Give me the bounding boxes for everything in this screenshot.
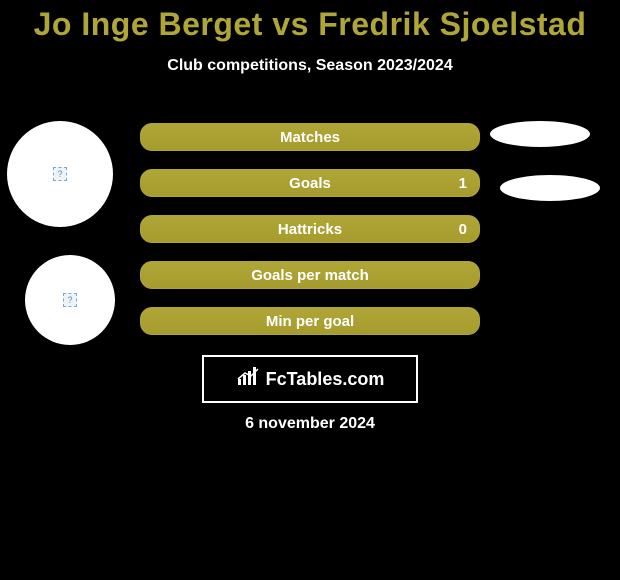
stat-value: 0 [459,221,467,238]
pill-1 [490,121,590,147]
page-subtitle: Club competitions, Season 2023/2024 [0,57,620,75]
stat-bar-min-per-goal: Min per goal [140,307,480,335]
stat-bars: Matches Goals 1 Hattricks 0 Goals per ma… [140,123,480,353]
date-label: 6 november 2024 [0,415,620,433]
image-placeholder-icon: ? [53,167,67,181]
brand-text: FcTables.com [266,369,385,390]
stat-value: 1 [459,175,467,192]
brand-box: FcTables.com [202,355,418,403]
stat-label: Goals [289,175,331,192]
brand-chart-icon [236,367,262,392]
stat-bar-goals: Goals 1 [140,169,480,197]
player2-avatar: ? [25,255,115,345]
stat-label: Matches [280,129,340,146]
image-placeholder-icon: ? [63,293,77,307]
stat-bar-matches: Matches [140,123,480,151]
stat-bar-hattricks: Hattricks 0 [140,215,480,243]
stat-label: Hattricks [278,221,342,238]
stat-bar-goals-per-match: Goals per match [140,261,480,289]
page-title: Jo Inge Berget vs Fredrik Sjoelstad [0,0,620,43]
player1-avatar: ? [7,121,113,227]
stat-label: Goals per match [251,267,369,284]
pill-2 [500,175,600,201]
stat-label: Min per goal [266,313,354,330]
